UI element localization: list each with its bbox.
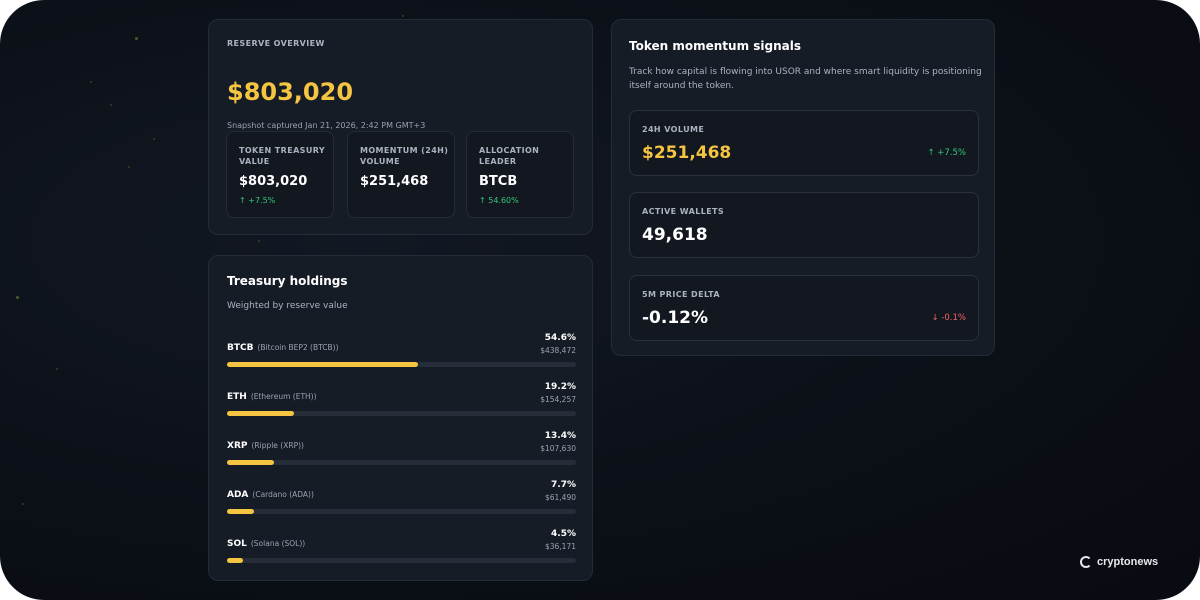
holdings-subtitle: Weighted by reserve value bbox=[227, 301, 348, 311]
signal-value: $251,468 bbox=[642, 143, 732, 163]
token-momentum-card: Token momentum signals Track how capital… bbox=[611, 19, 995, 356]
stat-change: ↑ 54.60% bbox=[479, 196, 519, 205]
holding-percent: 19.2% bbox=[544, 382, 576, 392]
particle bbox=[110, 104, 112, 106]
signal-change: ↓ -0.1% bbox=[931, 313, 967, 323]
holding-row: XRP (Ripple (XRP)) 13.4% $107,630 bbox=[227, 431, 576, 471]
holding-percent: 7.7% bbox=[551, 480, 576, 490]
particle bbox=[56, 368, 58, 370]
holding-progress-fill bbox=[227, 411, 294, 416]
holding-name: (Solana (SOL)) bbox=[250, 539, 306, 548]
particle bbox=[258, 240, 260, 242]
signal-active-wallets: ACTIVE WALLETS 49,618 bbox=[629, 192, 979, 258]
holding-row: BTCB (Bitcoin BEP2 (BTCB)) 54.6% $438,472 bbox=[227, 333, 576, 373]
holding-name: (Cardano (ADA)) bbox=[252, 490, 314, 499]
holdings-title: Treasury holdings bbox=[227, 274, 348, 288]
holding-progress-fill bbox=[227, 558, 243, 563]
holding-progress-track bbox=[227, 558, 576, 563]
holding-symbol-text: XRP bbox=[227, 441, 248, 451]
holding-percent: 54.6% bbox=[544, 333, 576, 343]
holding-progress-track bbox=[227, 509, 576, 514]
holding-progress-fill bbox=[227, 460, 274, 465]
holding-progress-track bbox=[227, 460, 576, 465]
stat-value: BTCB bbox=[479, 174, 518, 189]
momentum-description: Track how capital is flowing into USOR a… bbox=[629, 67, 982, 91]
momentum-title: Token momentum signals bbox=[629, 39, 801, 53]
watermark-text: cryptonews bbox=[1097, 556, 1159, 568]
reserve-overview-label: RESERVE OVERVIEW bbox=[227, 39, 325, 48]
holding-symbol: ADA (Cardano (ADA)) bbox=[227, 490, 314, 500]
holding-name: (Bitcoin BEP2 (BTCB)) bbox=[257, 343, 339, 352]
holding-symbol-text: SOL bbox=[227, 539, 247, 549]
stat-label: ALLOCATION LEADER bbox=[479, 146, 540, 166]
holding-row: ADA (Cardano (ADA)) 7.7% $61,490 bbox=[227, 480, 576, 520]
holding-progress-fill bbox=[227, 509, 254, 514]
reserve-overview-card: RESERVE OVERVIEW $803,020 Snapshot captu… bbox=[208, 19, 593, 235]
holding-progress-fill bbox=[227, 362, 418, 367]
snapshot-timestamp: Snapshot captured Jan 21, 2026, 2:42 PM … bbox=[227, 121, 426, 130]
particle bbox=[16, 296, 19, 299]
holding-usd: $438,472 bbox=[540, 346, 576, 355]
holding-progress-track bbox=[227, 362, 576, 367]
signal-label: 24H VOLUME bbox=[642, 125, 705, 134]
holding-usd: $61,490 bbox=[544, 493, 576, 502]
holding-percent: 13.4% bbox=[544, 431, 576, 441]
holding-symbol: ETH (Ethereum (ETH)) bbox=[227, 392, 317, 402]
stat-label: MOMENTUM (24H) VOLUME bbox=[360, 146, 449, 166]
holding-name: (Ripple (XRP)) bbox=[251, 441, 304, 450]
signal-value: 49,618 bbox=[642, 225, 708, 245]
signal-change: ↑ +7.5% bbox=[927, 148, 966, 158]
particle bbox=[153, 138, 155, 140]
holding-symbol: SOL (Solana (SOL)) bbox=[227, 539, 305, 549]
signal-label: ACTIVE WALLETS bbox=[642, 207, 725, 216]
signal-24h-volume: 24H VOLUME $251,468 ↑ +7.5% bbox=[629, 110, 979, 176]
holding-name: (Ethereum (ETH)) bbox=[250, 392, 317, 401]
holding-row: SOL (Solana (SOL)) 4.5% $36,171 bbox=[227, 529, 576, 569]
stat-allocation-leader: ALLOCATION LEADER BTCB ↑ 54.60% bbox=[466, 131, 574, 218]
holding-symbol-text: ETH bbox=[227, 392, 247, 402]
holding-usd: $154,257 bbox=[540, 395, 576, 404]
particle bbox=[90, 81, 92, 83]
treasury-holdings-card: Treasury holdings Weighted by reserve va… bbox=[208, 255, 593, 581]
particle bbox=[402, 15, 404, 17]
stat-change: ↑ +7.5% bbox=[239, 196, 276, 205]
signal-value: -0.12% bbox=[642, 308, 709, 328]
particle bbox=[128, 166, 130, 168]
holding-symbol: XRP (Ripple (XRP)) bbox=[227, 441, 304, 451]
holding-progress-track bbox=[227, 411, 576, 416]
stat-value: $803,020 bbox=[239, 174, 308, 189]
particle bbox=[135, 37, 138, 40]
holding-usd: $107,630 bbox=[540, 444, 576, 453]
stat-momentum-volume: MOMENTUM (24H) VOLUME $251,468 bbox=[347, 131, 455, 218]
holding-symbol-text: BTCB bbox=[227, 343, 254, 353]
stat-value: $251,468 bbox=[360, 174, 429, 189]
particle bbox=[22, 503, 24, 505]
holding-row: ETH (Ethereum (ETH)) 19.2% $154,257 bbox=[227, 382, 576, 422]
holding-percent: 4.5% bbox=[551, 529, 576, 539]
cryptonews-watermark: cryptonews bbox=[1080, 556, 1158, 568]
signal-label: 5M PRICE DELTA bbox=[642, 290, 720, 299]
stat-token-treasury-value: TOKEN TREASURY VALUE $803,020 ↑ +7.5% bbox=[226, 131, 334, 218]
holding-symbol: BTCB (Bitcoin BEP2 (BTCB)) bbox=[227, 343, 339, 353]
reserve-total-value: $803,020 bbox=[227, 78, 354, 106]
holding-usd: $36,171 bbox=[544, 542, 576, 551]
cryptonews-logo-icon bbox=[1080, 556, 1092, 568]
stat-label: TOKEN TREASURY VALUE bbox=[239, 146, 326, 166]
holding-symbol-text: ADA bbox=[227, 490, 249, 500]
signal-5m-price-delta: 5M PRICE DELTA -0.12% ↓ -0.1% bbox=[629, 275, 979, 341]
